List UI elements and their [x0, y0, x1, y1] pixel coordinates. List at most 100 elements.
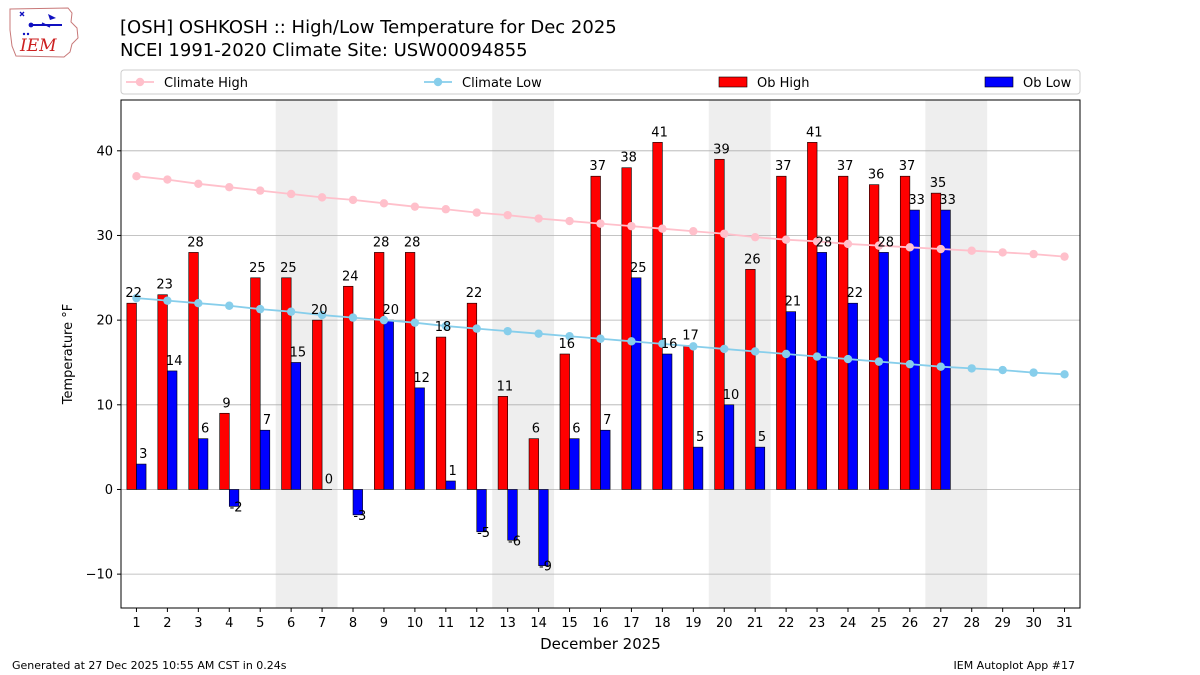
ob-low-value-label: 7 [603, 413, 611, 428]
ob-low-value-label: 25 [630, 261, 647, 276]
x-tick-label: 16 [592, 616, 609, 631]
ob-low-value-label: -9 [539, 560, 552, 575]
climate-high-point [720, 229, 729, 238]
ob-low-value-label: 3 [139, 447, 147, 462]
ob-high-value-label: 18 [435, 320, 452, 335]
ob-low-bar [785, 311, 797, 490]
x-axis-label: December 2025 [540, 635, 661, 653]
ob-high-bar [590, 175, 601, 490]
ob-high-value-label: 26 [744, 252, 761, 267]
app-credit: IEM Autoplot App #17 [953, 659, 1076, 672]
ob-low-bar [662, 353, 673, 490]
climate-low-point [967, 364, 976, 373]
x-tick-label: 7 [318, 616, 326, 631]
ob-low-bar [228, 489, 240, 507]
ob-low-bar [723, 404, 735, 490]
climate-low-point [194, 299, 203, 308]
ob-low-bar [754, 446, 766, 490]
climate-low-point [225, 301, 234, 310]
climate-high-point [194, 179, 203, 189]
ob-low-value-label: 1 [448, 464, 456, 479]
ob-low-value-label: 21 [785, 295, 802, 310]
ob-low-value-label: 6 [201, 422, 209, 437]
ob-high-bar [126, 302, 137, 490]
ob-low-value-label: 28 [877, 235, 894, 250]
ob-low-bar [352, 489, 363, 516]
ob-high-value-label: 35 [930, 176, 947, 191]
ob-high-bar [528, 438, 539, 490]
legend-climate-high-marker [135, 77, 145, 87]
climate-low-point [781, 349, 791, 359]
ob-low-bar [816, 252, 827, 490]
y-tick-label: 10 [96, 398, 113, 413]
x-tick-label: 19 [685, 616, 702, 631]
climate-low-point [132, 293, 141, 303]
climate-low-point [874, 357, 884, 366]
climate-high-point [503, 210, 512, 220]
ob-low-bar [476, 489, 487, 533]
legend-ob-low-label: Ob Low [1023, 76, 1072, 91]
climate-high-point [286, 189, 296, 199]
ob-high-bar [466, 302, 478, 490]
ob-high-bar [343, 285, 354, 490]
climate-low-point [843, 354, 853, 364]
ob-high-bar [869, 184, 880, 490]
ob-low-bar [167, 370, 178, 490]
generated-timestamp: Generated at 27 Dec 2025 10:55 AM CST in… [12, 659, 287, 672]
legend-ob-high-label: Ob High [757, 76, 810, 91]
climate-high-point [689, 227, 698, 236]
ob-low-bar [136, 463, 147, 490]
x-tick-label: 31 [1056, 616, 1073, 631]
ob-low-value-label: 6 [572, 422, 580, 437]
ob-high-bar [559, 353, 570, 490]
climate-low-point [256, 304, 265, 314]
x-tick-label: 11 [438, 616, 455, 631]
ob-low-bar [414, 387, 425, 490]
ob-low-bar [878, 252, 889, 490]
climate-high-point [750, 232, 760, 242]
ob-low-value-label: 5 [696, 430, 704, 445]
ob-low-value-label: -5 [477, 526, 490, 541]
x-tick-label: 30 [1025, 616, 1042, 631]
climate-high-point [998, 248, 1007, 257]
climate-high-point [812, 237, 822, 246]
climate-high-point [256, 186, 265, 195]
climate-low-point [286, 307, 296, 316]
logo-text: IEM [19, 36, 57, 56]
x-tick-label: 12 [468, 616, 485, 631]
climate-high-point [627, 221, 636, 231]
climate-high-point [317, 193, 327, 202]
climate-high-point [225, 183, 234, 192]
ob-low-value-label: 28 [816, 235, 833, 250]
ob-low-value-label: 14 [166, 354, 183, 369]
legend-climate-high-label: Climate High [164, 76, 248, 91]
ob-high-value-label: 24 [342, 269, 359, 284]
climate-high-point [936, 244, 945, 254]
climate-high-point [658, 224, 667, 233]
iem-iowa-map-logo: IEM [9, 7, 79, 58]
climate-low-point [472, 324, 481, 333]
x-tick-label: 17 [623, 616, 640, 631]
climate-high-point [905, 243, 915, 252]
climate-high-point [132, 172, 141, 181]
ob-high-value-label: 28 [404, 235, 421, 250]
y-tick-label: 0 [105, 483, 113, 498]
climate-high-point [472, 208, 481, 217]
ob-high-value-label: 28 [373, 235, 390, 250]
ob-high-bar [621, 167, 632, 490]
x-tick-label: 3 [194, 616, 202, 631]
x-tick-label: 22 [778, 616, 795, 631]
ob-low-value-label: 20 [382, 303, 399, 318]
ob-low-value-label: 5 [758, 430, 766, 445]
climate-low-point [812, 352, 822, 361]
climate-high-point [781, 235, 791, 244]
ob-low-bar [847, 302, 858, 490]
ob-high-value-label: 36 [868, 168, 885, 183]
ob-high-value-label: 25 [280, 261, 297, 276]
y-tick-label: −10 [86, 568, 113, 583]
ob-high-value-label: 11 [497, 379, 514, 394]
ob-low-bar [290, 362, 302, 490]
ob-low-bar [909, 209, 920, 490]
climate-low-point [658, 339, 667, 349]
climate-low-point [503, 326, 512, 336]
